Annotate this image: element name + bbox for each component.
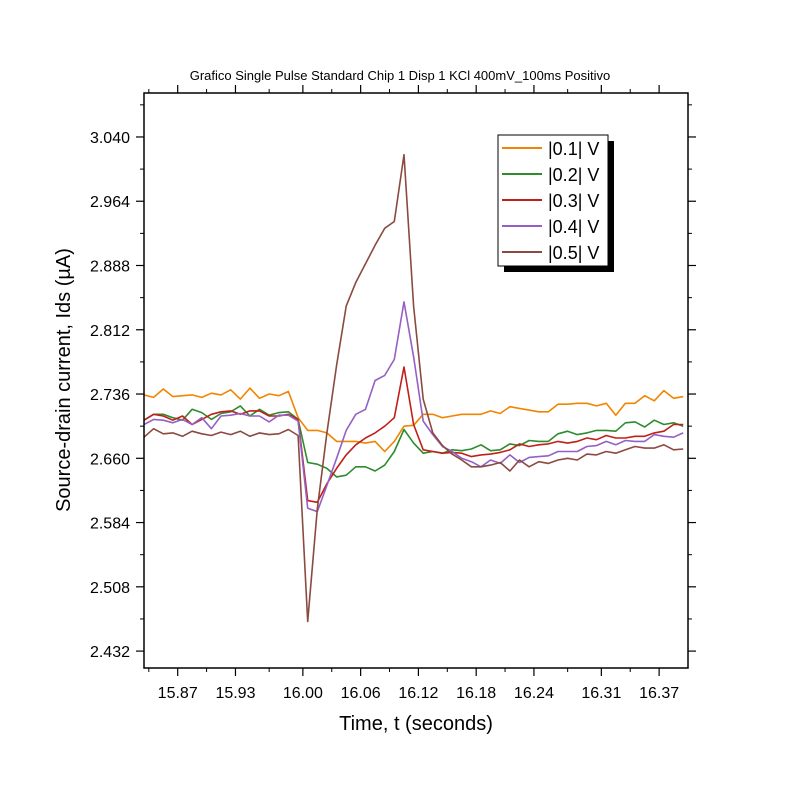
y-tick-label: 2.584 xyxy=(90,516,130,533)
y-tick-label: 2.812 xyxy=(90,323,130,340)
series-line-4 xyxy=(144,301,684,513)
y-tick-label: 2.508 xyxy=(90,580,130,597)
x-axis: 15.87 15.93 16.00 16.06 16.12 16.18 16.24 16.31… xyxy=(148,85,679,702)
x-tick-label: 16.06 xyxy=(341,685,381,702)
plot-frame xyxy=(143,92,689,669)
legend-label: |0.4| V xyxy=(548,217,599,237)
x-axis-label: Time, t (seconds) xyxy=(339,713,493,735)
legend-label: |0.2| V xyxy=(548,165,599,185)
series-line-2 xyxy=(144,405,684,478)
y-tick-label: 2.432 xyxy=(90,644,130,661)
legend-label: |0.5| V xyxy=(548,243,599,263)
x-tick-label: 16.00 xyxy=(283,685,323,702)
y-axis: 2.432 2.508 2.584 2.660 2.736 2.812 2.888 2.964… xyxy=(90,104,696,661)
y-tick-label: 2.736 xyxy=(90,387,130,404)
legend: |0.1| V |0.2| V |0.3| V |0.4| V |0.5| V xyxy=(497,134,614,272)
x-tick-label: 15.87 xyxy=(158,685,198,702)
legend-label: |0.3| V xyxy=(548,191,599,211)
x-tick-label: 16.31 xyxy=(581,685,621,702)
plot-area xyxy=(144,153,684,623)
x-tick-label: 16.18 xyxy=(456,685,496,702)
x-tick-label: 16.37 xyxy=(639,685,679,702)
series-line-5 xyxy=(144,153,684,623)
series-line-3 xyxy=(144,366,684,504)
y-tick-label: 2.964 xyxy=(90,194,130,211)
legend-label: |0.1| V xyxy=(548,139,599,159)
x-tick-label: 16.24 xyxy=(514,685,554,702)
x-tick-label: 15.93 xyxy=(215,685,255,702)
y-tick-label: 3.040 xyxy=(90,130,130,147)
y-tick-label: 2.660 xyxy=(90,451,130,468)
y-tick-label: 2.888 xyxy=(90,259,130,276)
chart-title: Grafico Single Pulse Standard Chip 1 Dis… xyxy=(190,68,611,83)
y-axis-label: Source-drain current, Ids (µA) xyxy=(53,248,75,512)
x-tick-label: 16.12 xyxy=(398,685,438,702)
